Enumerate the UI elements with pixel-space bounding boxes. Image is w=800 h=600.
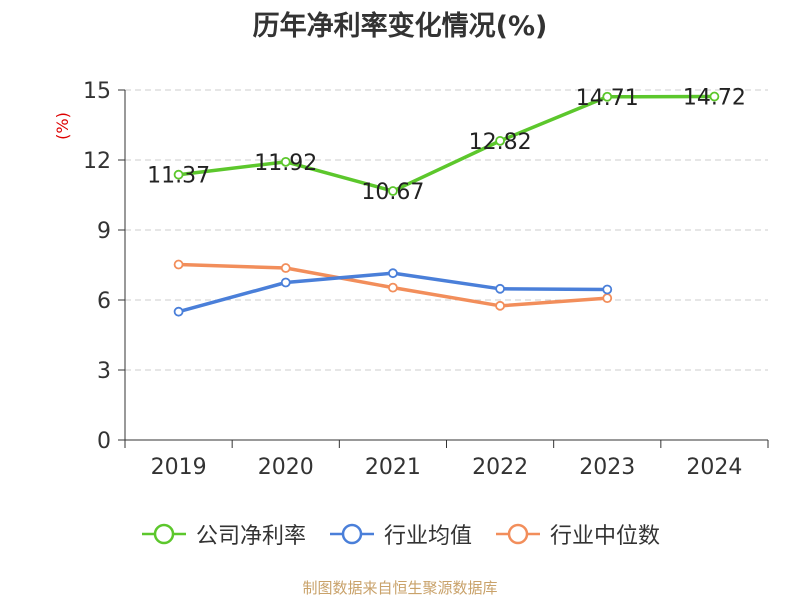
data-point <box>173 169 184 180</box>
axes: 0 3 6 9 12 15 2019 2020 2021 2022 2023 2024 <box>83 79 769 480</box>
legend: 公司净利率 行业均值 行业中位数 <box>0 518 800 550</box>
data-label: 11.37 <box>147 164 210 189</box>
data-point <box>495 283 505 294</box>
y-tick-label: 15 <box>83 79 111 104</box>
legend-label: 公司净利率 <box>195 524 306 549</box>
x-tick-label: 2022 <box>472 455 528 480</box>
data-point <box>495 135 505 146</box>
data-point <box>280 277 291 288</box>
legend-swatch-icon <box>141 523 186 545</box>
x-tick-label: 2024 <box>686 455 742 480</box>
data-label: 14.72 <box>683 86 746 111</box>
series-lines <box>173 91 720 317</box>
x-tick-label: 2020 <box>258 455 314 480</box>
data-point <box>173 306 184 317</box>
data-label: 11.92 <box>254 151 317 176</box>
legend-item-1[interactable]: 行业均值 <box>328 518 472 550</box>
y-tick-label: 9 <box>97 219 111 244</box>
legend-item-2[interactable]: 行业中位数 <box>494 518 660 550</box>
x-tick-label: 2019 <box>151 455 207 480</box>
grid-lines <box>125 89 768 371</box>
chart-title: 历年净利率变化情况(%) <box>252 11 548 42</box>
source-note: 制图数据来自恒生聚源数据库 <box>302 579 498 597</box>
data-point <box>388 268 398 279</box>
data-label: 12.82 <box>469 130 532 155</box>
data-point <box>280 263 291 273</box>
y-tick-label: 12 <box>83 149 111 174</box>
data-point <box>173 259 184 270</box>
x-tick-label: 2023 <box>579 455 635 480</box>
y-tick-label: 3 <box>97 359 111 384</box>
data-point <box>709 91 720 102</box>
legend-item-0[interactable]: 公司净利率 <box>140 518 306 550</box>
y-tick-label: 6 <box>97 289 111 314</box>
data-labels: 11.37 11.92 10.67 12.82 14.71 14.72 <box>147 86 746 206</box>
data-label: 10.67 <box>361 180 424 205</box>
data-point <box>280 156 291 167</box>
data-point <box>388 186 398 196</box>
y-tick-label: 0 <box>97 429 111 454</box>
legend-swatch-icon <box>329 523 374 545</box>
line-chart: (%) 0 3 6 9 12 15 2019 2020 2021 2022 2023 2024 11.… <box>53 79 769 480</box>
data-label: 14.71 <box>576 86 639 111</box>
legend-swatch-icon <box>496 523 540 545</box>
data-point <box>602 284 613 295</box>
data-point <box>495 300 505 311</box>
data-point <box>602 293 613 304</box>
data-point <box>388 282 398 293</box>
y-axis-label: (%) <box>53 112 72 140</box>
x-tick-label: 2021 <box>365 455 421 480</box>
series-line-0 <box>178 94 715 193</box>
data-point <box>602 91 613 102</box>
legend-label: 行业中位数 <box>550 524 661 549</box>
legend-label: 行业均值 <box>383 524 472 549</box>
